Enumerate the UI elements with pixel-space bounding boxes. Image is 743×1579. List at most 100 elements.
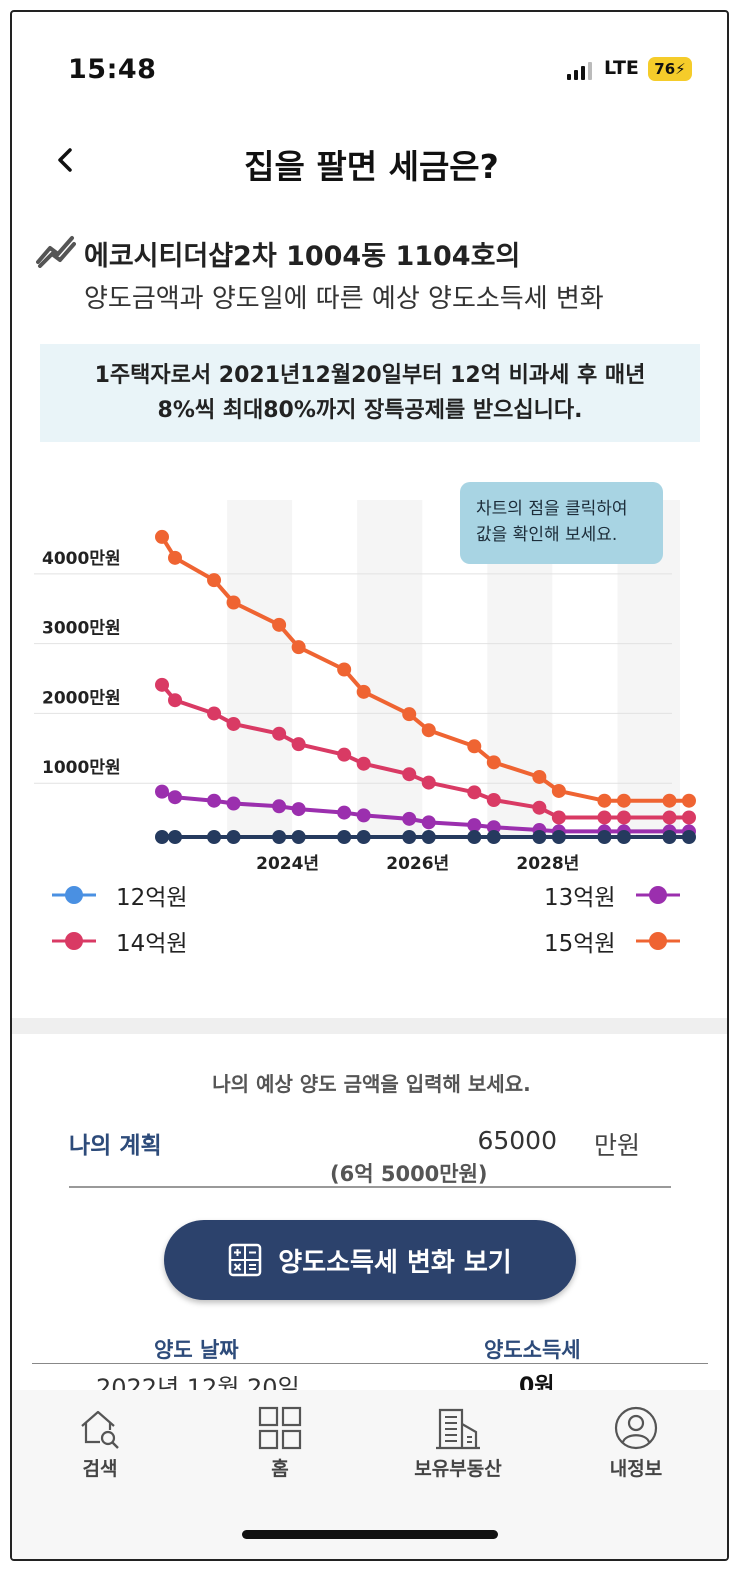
series-0-point-9: [421, 830, 436, 844]
series-0-point-15: [616, 830, 631, 844]
series-3-point-5: [291, 640, 306, 655]
series-0-point-3: [226, 830, 241, 844]
trend-line-icon: [36, 232, 76, 268]
calculator-icon: [229, 1243, 262, 1277]
series-3-point-1: [168, 550, 183, 565]
series-0-point-12: [532, 830, 547, 844]
battery-icon: 76 ⚡: [648, 57, 692, 81]
series-2-point-15: [616, 810, 631, 825]
series-3-point-3: [226, 595, 241, 610]
series-3-point-7: [356, 684, 371, 699]
series-0-point-13: [551, 830, 566, 844]
tab-owned-property[interactable]: 보유부동산: [398, 1404, 518, 1481]
tab-search[interactable]: 검색: [40, 1404, 160, 1481]
series-1-point-6: [337, 805, 352, 820]
tab-search-label: 검색: [82, 1458, 118, 1480]
series-0-point-4: [272, 830, 287, 844]
series-2-point-1: [168, 693, 183, 708]
legend-item-12[interactable]: 12억원: [50, 878, 188, 912]
tab-home-label: 홈: [271, 1458, 289, 1480]
table-divider: [32, 1363, 708, 1364]
series-3-point-14: [597, 793, 612, 808]
deduction-info-box: 1주택자로서 2021년12월20일부터 12억 비과세 후 매년 8%씩 최대…: [40, 344, 700, 442]
series-1-point-2: [207, 793, 222, 808]
series-2-point-5: [291, 737, 306, 752]
series-2-point-13: [551, 810, 566, 825]
series-3-point-13: [551, 783, 566, 798]
series-1-point-10: [467, 818, 482, 833]
legend-marker-13: [635, 886, 680, 904]
legend-item-14[interactable]: 14억원: [50, 924, 188, 958]
sale-amount-input[interactable]: 65000: [477, 1126, 557, 1155]
battery-level: 76: [654, 60, 676, 78]
series-3-point-4: [272, 617, 287, 632]
series-3-point-2: [207, 573, 222, 588]
series-2-point-12: [532, 800, 547, 815]
page-title: 집을 팔면 세금은?: [244, 147, 499, 186]
legend-marker-12: [52, 886, 96, 904]
grid-icon: [258, 1406, 302, 1450]
series-2-point-11: [486, 793, 501, 808]
series-2-point-14: [597, 810, 612, 825]
series-2-point-9: [421, 775, 436, 790]
series-1-point-3: [226, 796, 241, 811]
series-2-point-3: [226, 716, 241, 731]
series-3-point-10: [467, 739, 482, 754]
series-1-point-5: [291, 802, 306, 817]
series-3-point-11: [486, 755, 501, 770]
home-search-icon: [81, 1410, 119, 1449]
series-0-point-6: [337, 830, 352, 844]
network-label: LTE: [604, 57, 639, 79]
legend-label-12: 12억원: [116, 885, 188, 911]
series-3-point-6: [337, 662, 352, 677]
x-tick-label-2: 2028년: [516, 854, 579, 874]
y-tick-label-3: 4000만원: [42, 549, 121, 569]
series-2-point-6: [337, 747, 352, 762]
series-2-point-16: [662, 810, 677, 825]
series-2-point-4: [272, 726, 287, 741]
series-0-point-2: [207, 830, 222, 844]
year-band-0: [227, 500, 293, 837]
signal-icon: [567, 62, 592, 80]
y-tick-label-0: 1000만원: [42, 758, 121, 778]
home-indicator: [242, 1530, 498, 1539]
status-time: 15:48: [68, 54, 157, 85]
series-3-point-17: [681, 793, 696, 808]
series-1-point-0: [155, 784, 169, 799]
series-3-point-0: [155, 529, 169, 544]
tab-my-info[interactable]: 내정보: [576, 1404, 696, 1481]
info-line-1: 1주택자로서 2021년12월20일부터 12억 비과세 후 매년: [94, 363, 646, 388]
building-icon: [436, 1408, 480, 1450]
input-hint: 나의 예상 양도 금액을 입력해 보세요.: [212, 1072, 531, 1096]
tab-owned-property-label: 보유부동산: [414, 1458, 502, 1480]
legend-label-14: 14억원: [116, 931, 188, 957]
y-tick-label-2: 3000만원: [42, 619, 121, 639]
user-icon: [614, 1406, 658, 1450]
section-divider: [12, 1018, 727, 1034]
series-3-point-8: [402, 707, 417, 722]
app-frame: 15:48 LTE 76 ⚡ 집을 팔면 세금은? 에코시티더샵2차 1004동 …: [10, 10, 729, 1561]
legend-item-13[interactable]: 13억원: [544, 878, 682, 912]
property-name: 에코시티더샵2차 1004동 1104호의: [84, 241, 521, 272]
series-0-point-8: [402, 830, 417, 844]
series-0-point-0: [155, 830, 169, 844]
series-1-point-7: [356, 808, 371, 823]
series-1-point-11: [486, 820, 501, 835]
series-1-point-8: [402, 811, 417, 826]
tooltip-line-2: 값을 확인해 보세요.: [476, 525, 618, 545]
tooltip-line-1: 차트의 점을 클릭하여: [476, 499, 628, 519]
legend-item-15[interactable]: 15억원: [544, 924, 682, 958]
x-tick-label-1: 2026년: [386, 854, 449, 874]
series-0-point-7: [356, 830, 371, 844]
chevron-left-icon[interactable]: [52, 140, 82, 180]
col-header-date: 양도 날짜: [154, 1338, 239, 1362]
tab-home[interactable]: 홈: [220, 1404, 340, 1481]
series-3-point-15: [616, 793, 631, 808]
series-3-point-12: [532, 769, 547, 784]
series-2-point-2: [207, 706, 222, 721]
tab-my-info-label: 내정보: [609, 1458, 663, 1480]
series-1-point-4: [272, 799, 287, 814]
cta-label: 양도소득세 변화 보기: [278, 1247, 512, 1278]
view-tax-change-button[interactable]: 양도소득세 변화 보기: [164, 1220, 576, 1300]
x-tick-label-0: 2024년: [256, 854, 319, 874]
